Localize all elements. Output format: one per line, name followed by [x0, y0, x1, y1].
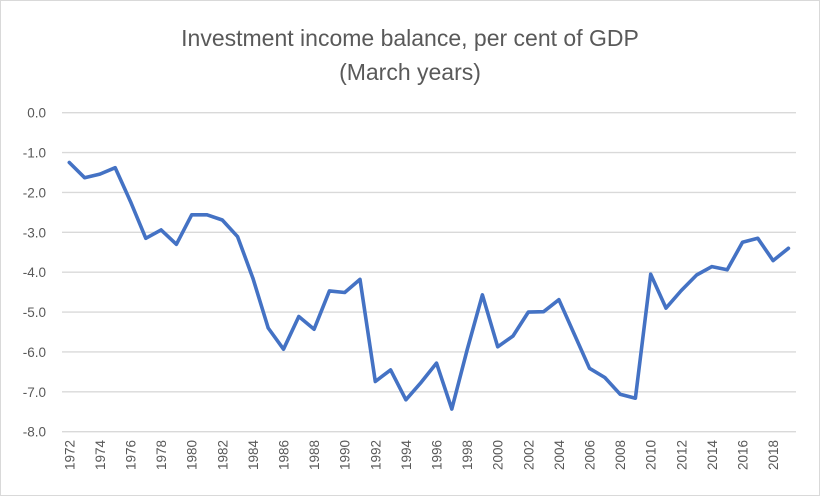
x-tick-label: 1980 [185, 440, 200, 470]
data-point [480, 293, 484, 297]
data-point [496, 345, 500, 349]
y-tick-label: -3.0 [23, 225, 46, 240]
x-tick-label: 1998 [460, 440, 475, 470]
x-tick-label: 2006 [583, 440, 598, 470]
x-tick-label: 1976 [124, 440, 139, 470]
x-tick-label: 2000 [491, 440, 506, 470]
data-point [159, 228, 163, 232]
data-point [373, 379, 377, 383]
data-point [588, 366, 591, 370]
x-tick-label: 2014 [705, 440, 720, 471]
data-point [435, 361, 438, 365]
y-tick-label: -5.0 [23, 305, 46, 320]
data-point [771, 259, 775, 263]
data-point [603, 375, 607, 379]
data-point [465, 348, 469, 352]
data-point [649, 272, 653, 276]
y-tick-label: -6.0 [23, 345, 46, 360]
x-tick-label: 1986 [277, 440, 292, 470]
data-point [266, 326, 270, 330]
data-point [511, 334, 515, 338]
y-tick-label: -2.0 [23, 185, 46, 200]
data-point [542, 310, 546, 314]
data-point [679, 289, 683, 293]
x-tick-label: 2002 [521, 440, 536, 470]
x-tick-label: 1982 [215, 440, 230, 470]
data-point [633, 396, 637, 400]
data-point [389, 368, 393, 372]
data-point [664, 306, 668, 310]
data-point [404, 398, 408, 402]
x-tick-label: 1988 [307, 440, 322, 470]
y-tick-label: -7.0 [23, 385, 46, 400]
y-tick-label: -4.0 [23, 265, 46, 280]
data-point [220, 218, 224, 222]
data-point [358, 277, 362, 281]
y-tick-label: 0.0 [27, 106, 46, 121]
data-point [725, 268, 729, 272]
data-point [710, 265, 714, 269]
data-point [190, 213, 194, 217]
x-tick-label: 2010 [644, 440, 659, 470]
chart-subtitle: (March years) [339, 59, 481, 85]
data-point [450, 407, 454, 411]
data-point [205, 213, 209, 217]
x-tick-label: 1996 [430, 440, 445, 470]
x-tick-label: 2004 [552, 440, 567, 471]
x-tick-label: 1972 [62, 440, 77, 470]
x-tick-label: 1978 [154, 440, 169, 470]
data-point [695, 273, 699, 277]
data-point [98, 172, 102, 176]
data-point [526, 310, 530, 314]
x-tick-label: 2018 [766, 440, 781, 470]
y-tick-label: -1.0 [23, 146, 46, 161]
data-point [236, 235, 240, 239]
data-point [419, 380, 423, 384]
data-point [297, 314, 301, 318]
chart-title: Investment income balance, per cent of G… [181, 25, 639, 51]
x-tick-label: 2016 [736, 440, 751, 470]
data-point [557, 298, 561, 302]
data-point [251, 276, 255, 280]
data-point [174, 242, 178, 246]
x-tick-label: 1990 [338, 440, 353, 470]
data-point [129, 200, 132, 204]
data-point [312, 327, 316, 331]
x-tick-label: 1984 [246, 440, 261, 471]
data-point [83, 176, 87, 180]
x-tick-label: 1992 [368, 440, 383, 470]
x-tick-label: 2008 [613, 440, 628, 470]
data-point [327, 289, 331, 293]
data-point [343, 291, 347, 295]
data-point [282, 347, 285, 351]
data-point [741, 240, 744, 244]
data-point [618, 392, 622, 396]
x-tick-label: 1974 [93, 440, 108, 471]
y-tick-label: -8.0 [23, 425, 46, 440]
x-tick-label: 1994 [399, 440, 414, 471]
x-tick-label: 2012 [674, 440, 689, 470]
data-point [67, 161, 71, 165]
data-line [67, 160, 791, 411]
data-point [756, 236, 760, 240]
data-point [786, 246, 790, 250]
data-point [144, 236, 148, 240]
data-point [113, 166, 117, 170]
data-point [572, 332, 576, 336]
